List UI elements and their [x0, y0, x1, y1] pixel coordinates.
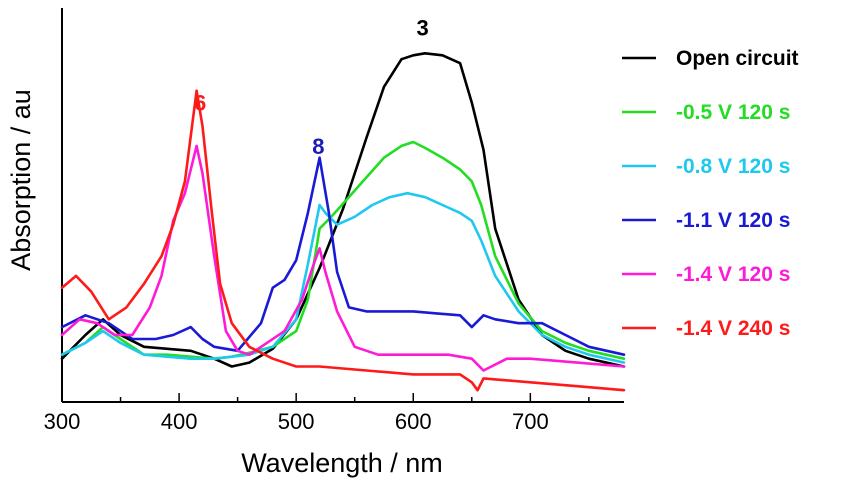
- peak-label: 8: [312, 134, 324, 159]
- x-axis: 300 400 500 600 700: [44, 393, 590, 434]
- series-group: [60, 51, 626, 392]
- x-tick-label: 300: [44, 409, 81, 434]
- x-tick-label: 600: [395, 409, 432, 434]
- peak-label: 3: [416, 16, 428, 41]
- series-line-1: [60, 51, 626, 368]
- series-line-5: [60, 144, 626, 372]
- legend-label: -1.1 V 120 s: [676, 209, 790, 232]
- series-line-6: [60, 89, 626, 392]
- legend-label: -0.5 V 120 s: [676, 101, 790, 124]
- series-line-2: [60, 140, 626, 361]
- x-tick-label: 700: [512, 409, 549, 434]
- x-tick-label: 400: [161, 409, 198, 434]
- annotations: 3 6 8: [194, 16, 429, 159]
- x-axis-label: Wavelength / nm: [241, 448, 443, 478]
- series-line-3: [60, 191, 626, 364]
- peak-label: 6: [194, 90, 206, 115]
- legend: Open circuit -0.5 V 120 s -0.8 V 120 s -1.1…: [622, 47, 799, 340]
- x-tick-label: 500: [278, 409, 315, 434]
- legend-label: -0.8 V 120 s: [676, 155, 790, 178]
- legend-label: -1.4 V 240 s: [676, 317, 790, 340]
- legend-label: Open circuit: [676, 47, 799, 70]
- legend-label: -1.4 V 120 s: [676, 263, 790, 286]
- series-line-4: [60, 156, 626, 357]
- y-axis-label: Absorption / au: [6, 89, 36, 271]
